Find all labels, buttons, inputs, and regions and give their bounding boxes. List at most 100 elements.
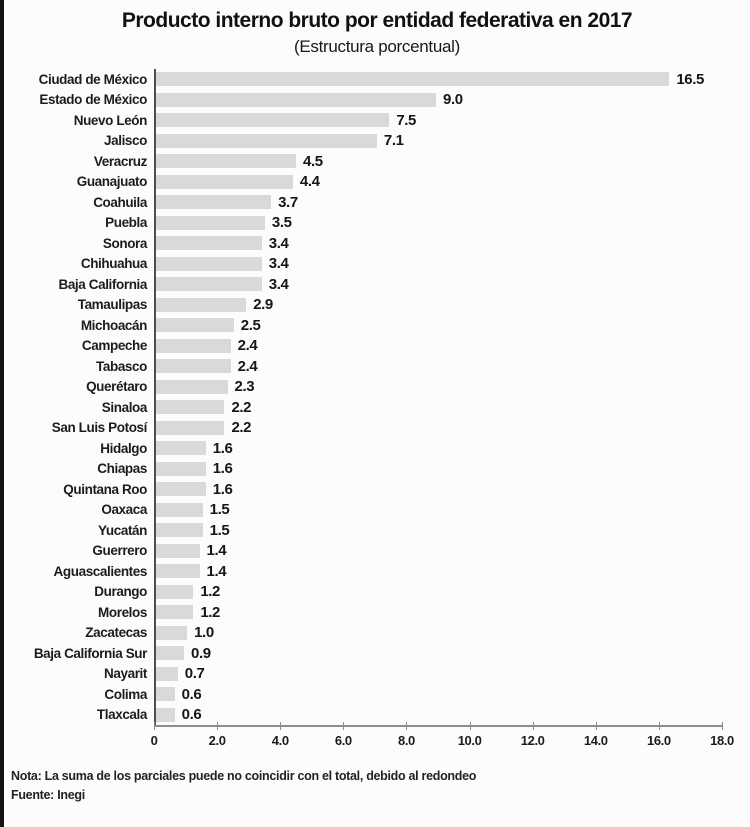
chart-row: Yucatán 1.5 (4, 520, 750, 541)
category-label: Jalisco (104, 133, 147, 149)
bar-track: 3.4 (154, 253, 716, 274)
bar (156, 441, 206, 456)
value-label: 2.3 (234, 378, 255, 396)
bar-track: 1.6 (154, 458, 716, 479)
category-label: Chiapas (97, 461, 147, 477)
chart-row: Zacatecas 1.0 (4, 622, 750, 643)
bar (156, 297, 247, 312)
category-label: Zacatecas (85, 625, 147, 641)
bar (156, 338, 231, 353)
category-label: Baja California (58, 276, 147, 292)
footnote-fuente: Fuente: Inegi (11, 788, 85, 803)
category-label: Coahuila (93, 194, 147, 210)
bar-track: 7.5 (154, 110, 716, 131)
value-label: 2.9 (253, 296, 273, 314)
bar-track: 2.4 (154, 356, 716, 377)
chart-row: Puebla 3.5 (4, 212, 750, 233)
chart-row: Hidalgo 1.6 (4, 438, 750, 459)
x-tick-label: 10.0 (457, 733, 482, 748)
bar (156, 461, 206, 476)
value-label: 1.5 (209, 521, 230, 539)
value-label: 1.2 (200, 603, 220, 621)
bar-chart: Ciudad de México 16.5 Estado de México 9.0 N… (4, 69, 750, 755)
bar (156, 174, 293, 189)
chart-row: Ciudad de México 16.5 (4, 69, 750, 90)
chart-row: Coahuila 3.7 (4, 192, 750, 213)
x-tick-label: 6.0 (334, 733, 352, 748)
category-label: Michoacán (80, 317, 148, 333)
bar (156, 646, 184, 661)
bar (156, 133, 377, 148)
bar-track: 0.9 (154, 643, 716, 664)
bar-track: 3.4 (154, 274, 716, 295)
bar (156, 605, 194, 620)
x-tick-label: 8.0 (398, 733, 415, 748)
chart-row: Sinaloa 2.2 (4, 397, 750, 418)
chart-row: Tabasco 2.4 (4, 356, 750, 377)
value-label: 2.4 (237, 337, 258, 355)
x-tick-mark (469, 722, 471, 730)
bar (156, 584, 194, 599)
bar (156, 359, 231, 374)
chart-row: Aguascalientes 1.4 (4, 561, 750, 582)
value-label: 1.6 (212, 460, 233, 478)
bar (156, 277, 262, 292)
bar (156, 707, 175, 722)
category-label: Morelos (98, 604, 147, 620)
value-label: 1.4 (206, 562, 227, 580)
bar (156, 72, 670, 87)
bar (156, 256, 262, 271)
category-label: Hidalgo (100, 440, 147, 456)
x-tick-label: 12.0 (520, 733, 545, 748)
chart-row: Jalisco 7.1 (4, 130, 750, 151)
value-label: 4.5 (303, 152, 323, 170)
bar (156, 215, 265, 230)
chart-row: Michoacán 2.5 (4, 315, 750, 336)
value-label: 0.7 (184, 665, 205, 683)
value-label: 7.1 (383, 132, 404, 150)
x-tick-label: 18.0 (710, 733, 734, 748)
category-label: Querétaro (86, 379, 147, 395)
chart-row: Guanajuato 4.4 (4, 171, 750, 192)
category-label: Veracruz (93, 153, 147, 169)
category-label: Nuevo León (73, 112, 148, 128)
category-label: Guerrero (92, 543, 147, 559)
chart-header: Producto interno bruto por entidad feder… (4, 0, 750, 57)
bar (156, 113, 390, 128)
chart-row: Morelos 1.2 (4, 602, 750, 623)
category-label: San Luis Potosí (51, 420, 148, 436)
value-label: 1.0 (194, 624, 214, 642)
x-tick-mark (154, 722, 155, 730)
chart-row: San Luis Potosí 2.2 (4, 417, 750, 438)
category-label: Ciudad de México (38, 71, 148, 87)
value-label: 1.5 (209, 501, 230, 519)
chart-row: Chihuahua 3.4 (4, 253, 750, 274)
category-label: Yucatán (98, 522, 147, 538)
bar-track: 3.7 (154, 192, 716, 213)
value-label: 1.6 (212, 439, 233, 457)
category-label: Tabasco (96, 358, 147, 374)
bar-track: 2.9 (154, 294, 716, 315)
bar (156, 154, 296, 169)
x-tick-label: 4.0 (271, 733, 289, 748)
chart-title: Producto interno bruto por entidad feder… (121, 9, 633, 32)
chart-row: Estado de México 9.0 (4, 89, 750, 110)
value-label: 4.4 (299, 173, 320, 191)
x-tick-mark (217, 722, 219, 730)
value-label: 16.5 (676, 70, 704, 88)
value-label: 2.2 (231, 419, 252, 437)
x-tick-mark (532, 722, 534, 730)
value-label: 3.4 (268, 255, 289, 273)
bar-track: 4.5 (154, 151, 716, 172)
chart-row: Colima 0.6 (4, 684, 750, 705)
category-label: Sonora (102, 235, 148, 251)
category-label: Colima (104, 686, 147, 702)
bar-track: 0.6 (154, 704, 716, 725)
bar (156, 236, 262, 251)
bar-track: 1.4 (154, 561, 716, 582)
chart-row: Querétaro 2.3 (4, 376, 750, 397)
bar-track: 0.6 (154, 684, 716, 705)
chart-row: Chiapas 1.6 (4, 458, 750, 479)
bar-rows: Ciudad de México 16.5 Estado de México 9.0 N… (4, 69, 750, 725)
